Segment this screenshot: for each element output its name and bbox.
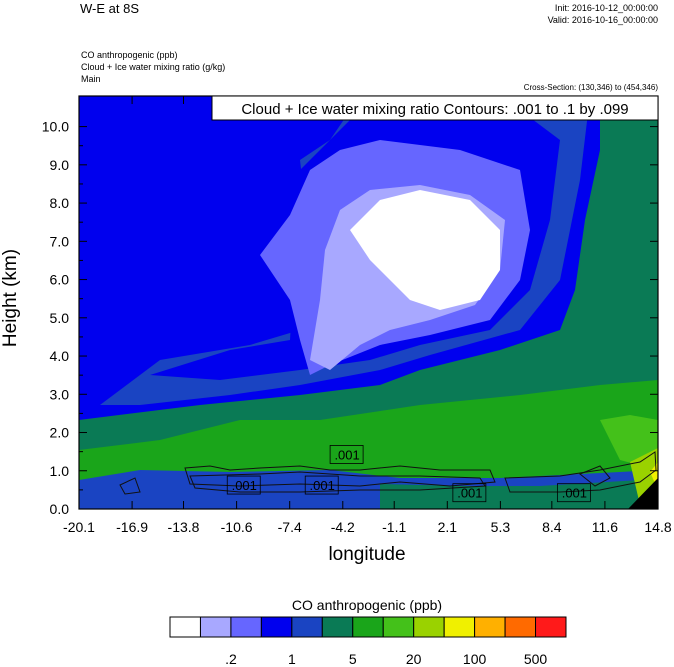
colorbar: [169, 616, 567, 638]
y-tick-label-6: 6.0: [50, 272, 70, 288]
y-tick-label-10: 10.0: [42, 119, 69, 135]
co-band-white: [350, 190, 500, 310]
co-band-surface-teal: [380, 470, 658, 509]
cloud-contour-line-1: [189, 471, 486, 493]
valid-time: Valid: 2016-10-16_00:00:00: [547, 15, 658, 25]
y-tick-label-7: 7.0: [50, 233, 70, 249]
init-time: Init: 2016-10-12_00:00:00: [554, 3, 658, 13]
y-tick-label-5: 5.0: [50, 310, 70, 326]
contour-label-1: .001: [232, 478, 257, 493]
colorbar-swatch-12: [535, 616, 567, 638]
terrain-mask: [628, 478, 658, 509]
contour-label-box-4: [556, 483, 591, 503]
colorbar-swatch-6: [352, 616, 384, 638]
y-tick-label-9: 9.0: [50, 157, 70, 173]
colorbar-swatch-11: [504, 616, 537, 638]
x-tick-label-5: -4.2: [331, 519, 355, 535]
y-axis-label: Height (km): [0, 248, 21, 348]
x-tick-label-3: -10.6: [221, 519, 253, 535]
colorbar-swatch-3: [260, 616, 293, 638]
cloud-contours: [119, 451, 657, 495]
cloud-contour-line-4: [119, 477, 141, 495]
contour-label-box-1: [226, 475, 261, 495]
x-tick-label-0: -20.1: [63, 519, 95, 535]
x-tick-label-6: -1.1: [382, 519, 406, 535]
colorbar-swatch-5: [321, 616, 354, 638]
field-main-label: Main: [81, 74, 101, 84]
x-tick-label-9: 8.4: [542, 519, 562, 535]
colorbar-title: CO anthropogenic (ppb): [291, 597, 443, 613]
x-tick-label-4: -7.4: [278, 519, 302, 535]
contour-label-box-0: [329, 445, 364, 464]
colorbar-swatch-8: [413, 616, 445, 638]
cloud-contour-line-3: [579, 465, 611, 487]
x-tick-label-2: -13.8: [168, 519, 200, 535]
y-tick-label-4: 4.0: [50, 348, 70, 364]
cloud-contour-line-0: [184, 465, 496, 487]
field-cloud-label: Cloud + Ice water mixing ratio (g/kg): [81, 62, 226, 72]
colorbar-swatch-0: [169, 616, 201, 638]
contour-label-0: .001: [334, 447, 359, 462]
y-tick-label-8: 8.0: [50, 195, 70, 211]
contour-note-box: Cloud + Ice water mixing ratio Contours:…: [211, 95, 659, 121]
colorbar-label-2: 5: [348, 651, 357, 667]
contour-label-3: .001: [457, 486, 482, 501]
x-tick-label-7: 2.1: [438, 519, 458, 535]
x-tick-label-8: 5.3: [491, 519, 511, 535]
contour-note: Cloud + Ice water mixing ratio Contours:…: [241, 101, 628, 118]
colorbar-label-3: 20: [405, 651, 422, 667]
colorbar-label-4: 100: [462, 651, 487, 667]
plot-title: W-E at 8S: [80, 1, 140, 16]
contour-label-4: .001: [562, 486, 587, 501]
colorbar-label-5: 500: [523, 651, 548, 667]
x-tick-label-10: 11.6: [592, 519, 618, 535]
contour-label-2: .001: [310, 478, 335, 493]
co-concentration-field: [79, 96, 658, 509]
x-tick-label-11: 14.8: [644, 519, 671, 535]
colorbar-swatch-2: [230, 616, 262, 638]
colorbar-swatch-10: [474, 616, 506, 638]
colorbar-label-1: 1: [287, 651, 296, 667]
colorbar-label-0: .2: [225, 651, 237, 667]
time-info: Init: 2016-10-12_00:00:00 Valid: 2016-10…: [548, 2, 658, 26]
field-co-label: CO anthropogenic (ppb): [81, 50, 178, 60]
colorbar-swatch-1: [199, 616, 232, 638]
x-tick-label-1: -16.9: [116, 519, 148, 535]
contour-label-box-2: [304, 475, 339, 495]
contour-label-box-3: [452, 483, 487, 503]
contour-labels: .001 .001 .001 .001 .001: [226, 445, 591, 503]
cloud-contour-line-2: [504, 451, 657, 493]
x-axis-label: longitude: [328, 544, 406, 565]
colorbar-swatch-9: [443, 616, 476, 638]
x-axis: -20.1 -16.9 -13.8 -10.6 -7.4 -4.2 -1.1 2.1 5.3 8.…: [63, 96, 672, 535]
y-tick-label-1: 1.0: [50, 463, 70, 479]
y-tick-label-0: 0.0: [50, 501, 70, 517]
colorbar-swatch-4: [291, 616, 323, 638]
y-tick-label-2: 2.0: [50, 425, 70, 441]
y-tick-label-3: 3.0: [50, 386, 70, 402]
cross-section-label: Cross-Section: (130,346) to (454,346): [523, 83, 658, 92]
y-axis: 0.0 1.0 2.0 3.0 4.0 5.0 6.0 7.0 8.0 9.0 10.0: [42, 119, 658, 517]
colorbar-swatch-7: [382, 616, 415, 638]
